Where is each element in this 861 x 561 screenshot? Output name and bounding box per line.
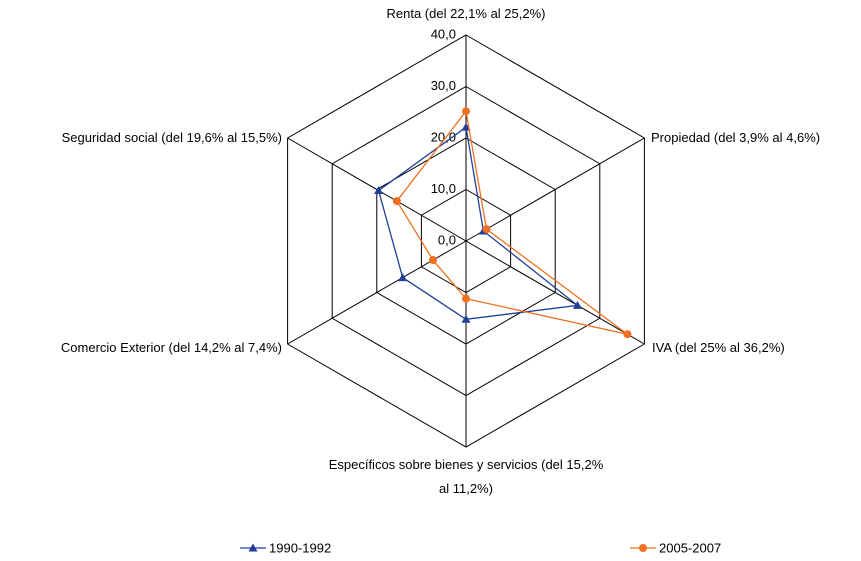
series-line: [377, 126, 580, 320]
marker: [398, 273, 408, 282]
category-label: Renta (del 22,1% al 25,2%): [386, 6, 546, 21]
legend-label: 1990-1992: [269, 540, 331, 555]
spoke: [465, 240, 645, 345]
category-label: IVA (del 25% al 36,2%): [652, 340, 785, 355]
marker: [392, 197, 401, 206]
marker: [461, 314, 471, 323]
marker: [482, 225, 491, 234]
marker: [428, 256, 437, 265]
r-tick-label: 30,0: [431, 78, 456, 93]
marker: [462, 107, 470, 116]
category-label: Seguridad social (del 19,6% al 15,5%): [61, 130, 282, 145]
r-tick-label: 40,0: [431, 26, 456, 41]
spoke: [465, 137, 645, 242]
r-tick-label: 10,0: [431, 181, 456, 196]
r-tick-label: 0,0: [438, 232, 456, 247]
marker: [639, 544, 647, 552]
marker: [374, 186, 384, 195]
marker: [248, 543, 258, 552]
marker: [462, 294, 470, 303]
marker: [461, 122, 471, 131]
category-label: Específicos sobre bienes y servicios (de…: [328, 457, 604, 496]
legend-label: 2005-2007: [659, 540, 721, 555]
marker: [623, 330, 632, 339]
series-line: [396, 109, 628, 335]
category-label: Propiedad (del 3,9% al 4,6%): [651, 130, 821, 145]
category-label: Comercio Exterior (del 14,2% al 7,4%): [60, 340, 282, 355]
marker: [573, 300, 583, 309]
